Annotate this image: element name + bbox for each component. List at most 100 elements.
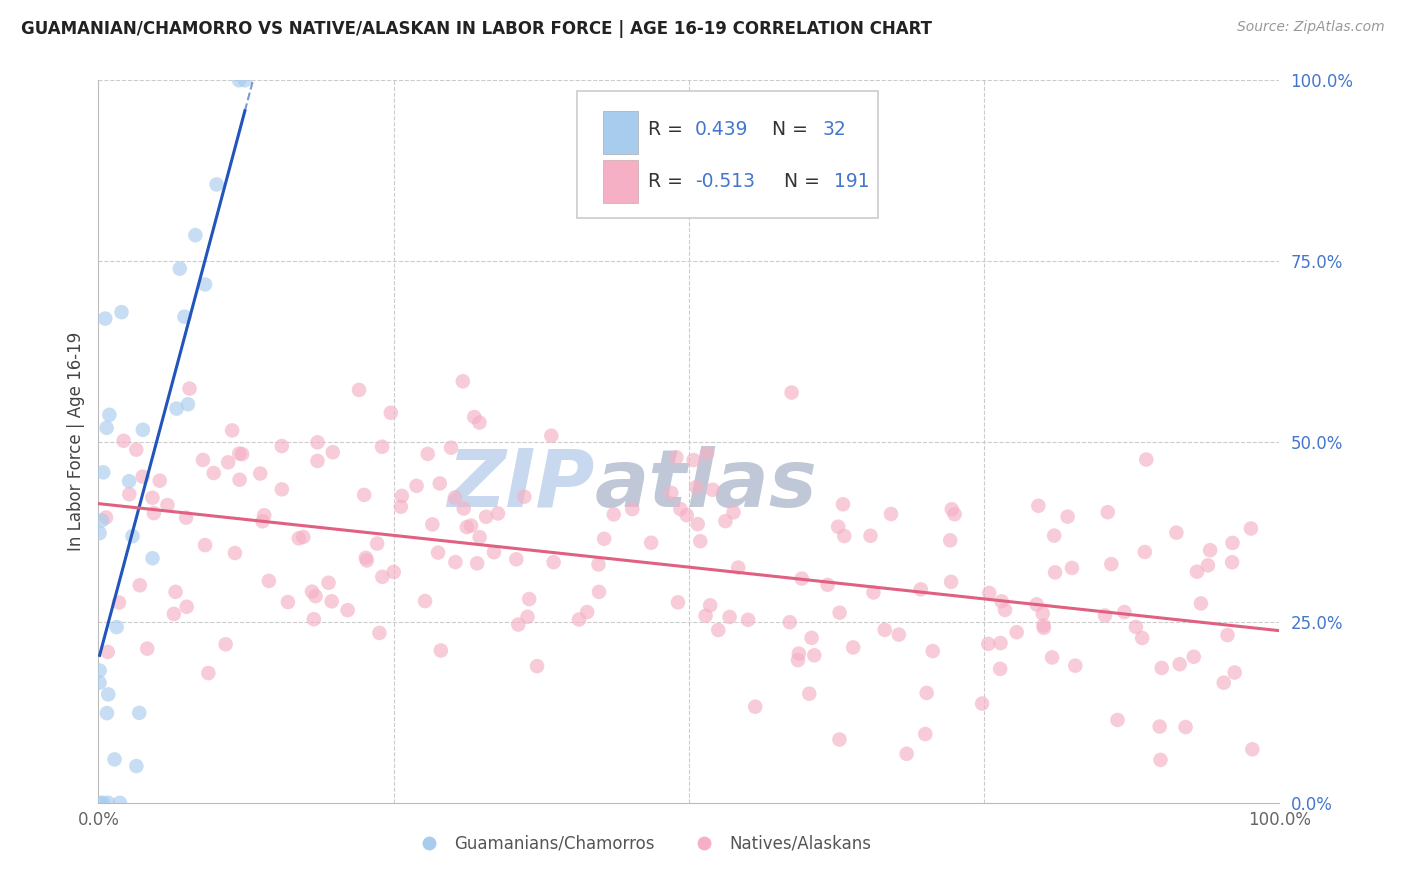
Point: [233, 73, 256, 87]
Point: [356, 553, 378, 567]
Point: [118, 474, 141, 488]
Point: [1040, 650, 1063, 665]
Point: [1043, 528, 1066, 542]
Point: [699, 599, 721, 613]
Point: [430, 643, 453, 657]
Point: [1135, 452, 1157, 467]
Point: [91, 796, 114, 810]
Point: [89, 664, 111, 678]
Point: [179, 382, 201, 396]
Point: [603, 508, 626, 522]
Point: [304, 589, 326, 603]
Point: [468, 530, 491, 544]
Point: [910, 582, 932, 597]
Point: [666, 595, 689, 609]
Point: [194, 538, 217, 552]
Point: [405, 479, 427, 493]
Point: [659, 486, 682, 500]
Point: [391, 489, 413, 503]
Point: [675, 508, 697, 523]
Point: [516, 609, 538, 624]
Point: [97, 687, 120, 701]
Point: [1197, 558, 1219, 573]
Point: [1043, 566, 1066, 580]
Point: [718, 610, 741, 624]
Point: [640, 535, 662, 549]
Point: [686, 517, 709, 532]
Point: [1241, 742, 1264, 756]
Point: [136, 641, 159, 656]
Point: [1056, 509, 1078, 524]
Point: [197, 666, 219, 681]
Point: [988, 662, 1011, 676]
Point: [1150, 661, 1173, 675]
Point: [166, 401, 188, 416]
Point: [288, 532, 311, 546]
Point: [513, 490, 536, 504]
Point: [429, 476, 451, 491]
Point: [1125, 620, 1147, 634]
Point: [156, 498, 179, 512]
Point: [354, 550, 377, 565]
Point: [176, 599, 198, 614]
Point: [321, 594, 343, 608]
Point: [621, 502, 644, 516]
Point: [779, 615, 801, 630]
Point: [707, 623, 730, 637]
Point: [723, 505, 745, 519]
Text: N =: N =: [759, 120, 814, 139]
Point: [1240, 521, 1263, 535]
Point: [128, 706, 150, 720]
Point: [217, 455, 239, 469]
Point: [174, 510, 197, 524]
Point: [990, 636, 1012, 650]
Point: [257, 574, 280, 588]
Point: [1216, 628, 1239, 642]
Point: [880, 507, 903, 521]
Text: 0.439: 0.439: [695, 120, 748, 139]
Point: [887, 627, 910, 641]
Point: [292, 530, 315, 544]
Point: [517, 592, 540, 607]
Point: [727, 560, 749, 574]
Point: [990, 594, 1012, 608]
Point: [828, 732, 851, 747]
Point: [696, 446, 718, 460]
Point: [118, 487, 141, 501]
Point: [1166, 525, 1188, 540]
Point: [382, 565, 405, 579]
Point: [228, 447, 250, 461]
Point: [787, 653, 810, 667]
Point: [994, 603, 1017, 617]
Point: [921, 644, 943, 658]
Text: 191: 191: [834, 172, 870, 191]
Point: [163, 607, 186, 621]
Point: [214, 637, 236, 651]
Point: [141, 551, 163, 566]
Point: [169, 261, 191, 276]
Point: [685, 480, 707, 494]
FancyBboxPatch shape: [576, 91, 877, 218]
Point: [702, 483, 724, 497]
Point: [1114, 605, 1136, 619]
Point: [173, 310, 195, 324]
Point: [800, 631, 823, 645]
Point: [98, 408, 121, 422]
FancyBboxPatch shape: [603, 160, 638, 203]
Point: [301, 584, 323, 599]
Point: [91, 466, 114, 480]
Point: [125, 442, 148, 457]
Point: [453, 501, 475, 516]
Point: [1222, 536, 1244, 550]
Point: [896, 747, 918, 761]
Point: [444, 491, 467, 505]
Point: [318, 575, 340, 590]
Point: [1032, 618, 1054, 632]
Point: [444, 555, 467, 569]
Text: R =: R =: [648, 120, 689, 139]
Point: [1099, 557, 1122, 571]
Point: [131, 469, 153, 483]
Point: [270, 483, 292, 497]
Point: [526, 659, 548, 673]
Point: [366, 536, 388, 550]
